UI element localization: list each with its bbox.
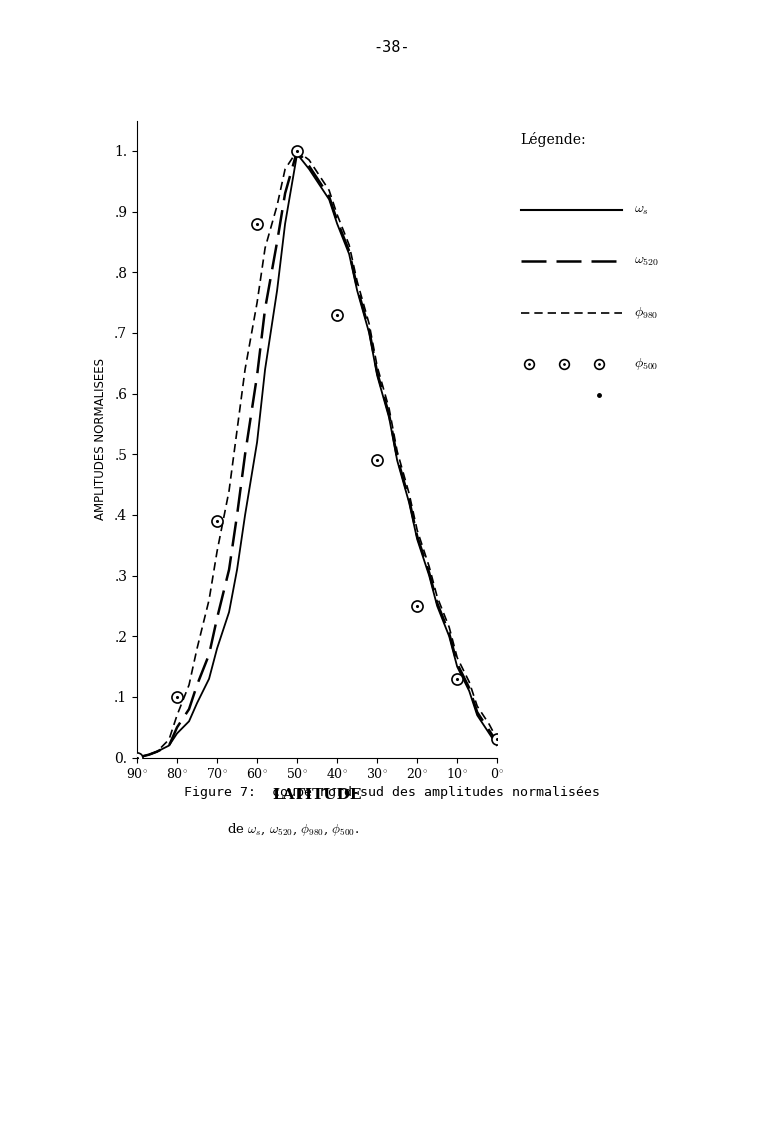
- Text: $\omega_{520}$: $\omega_{520}$: [634, 254, 659, 269]
- Text: de $\omega_s$, $\omega_{520}$, $\phi_{980}$, $\phi_{500}$.: de $\omega_s$, $\omega_{520}$, $\phi_{98…: [227, 821, 359, 838]
- Text: Légende:: Légende:: [521, 132, 586, 147]
- Text: Figure 7:  coupe nord-sud des amplitudes normalisées: Figure 7: coupe nord-sud des amplitudes …: [184, 786, 600, 799]
- Y-axis label: AMPLITUDES NORMALISEES: AMPLITUDES NORMALISEES: [94, 358, 107, 520]
- Text: $\omega_s$: $\omega_s$: [634, 202, 649, 217]
- Text: -38-: -38-: [373, 40, 410, 55]
- Text: $\phi_{500}$: $\phi_{500}$: [634, 357, 659, 372]
- X-axis label: LATITUDE: LATITUDE: [272, 789, 362, 802]
- Text: $\phi_{980}$: $\phi_{980}$: [634, 305, 659, 320]
